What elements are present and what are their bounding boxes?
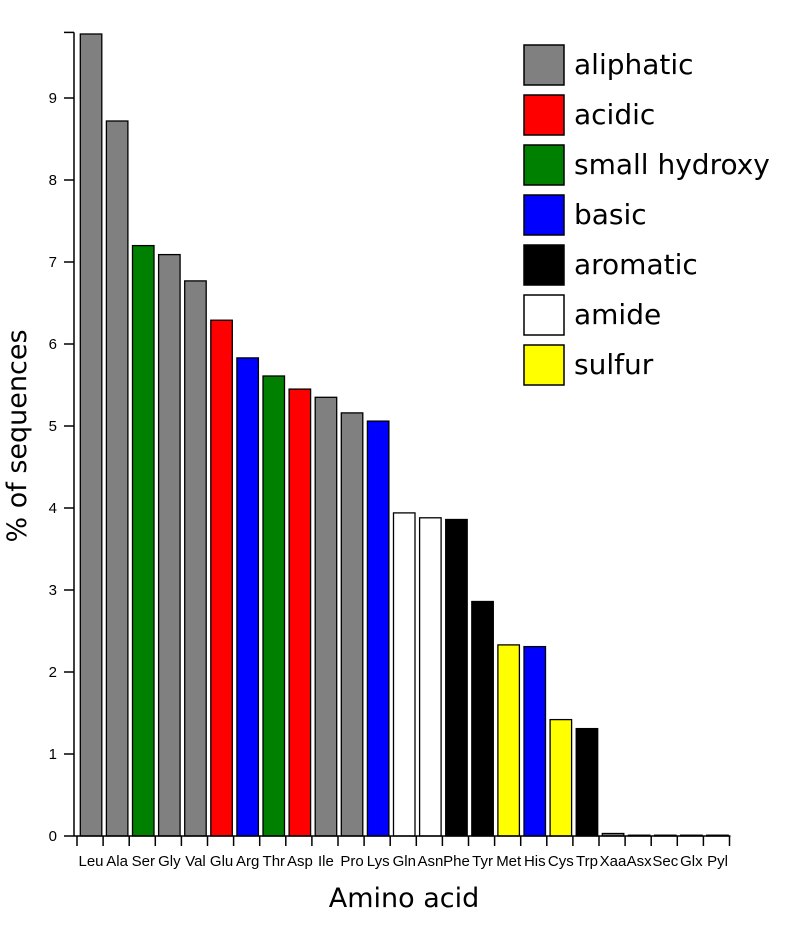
y-axis-title: % of sequences <box>2 329 33 542</box>
bar-cys <box>549 718 573 837</box>
y-axis: 0 1 2 3 4 5 6 7 8 9 <box>49 31 75 845</box>
bar-thr <box>262 375 286 837</box>
y-tick-label-3: 3 <box>49 582 57 599</box>
legend-label-aliphatic: aliphatic <box>574 48 694 81</box>
legend-label-acidic: acidic <box>574 98 655 131</box>
bar-gly <box>157 253 181 837</box>
bar-met <box>497 644 521 837</box>
x-tick-label-pro: Pro <box>340 853 363 870</box>
y-tick-label-7: 7 <box>49 254 57 271</box>
x-tick-label-ala: Ala <box>106 853 128 870</box>
x-tick-label-val: Val <box>185 853 206 870</box>
x-tick-label-ile: Ile <box>318 853 334 870</box>
legend-label-small-hydroxy: small hydroxy <box>574 148 770 181</box>
bar-asn <box>418 517 442 837</box>
bar-lys <box>366 420 390 837</box>
bar-ser <box>131 244 155 837</box>
x-tick-label-gly: Gly <box>158 853 181 870</box>
legend-label-sulfur: sulfur <box>574 348 654 381</box>
legend: aliphatic acidic small hydroxy basic aromati… <box>523 44 770 386</box>
x-tick-label-thr: Thr <box>263 853 286 870</box>
bar-trp <box>575 727 599 837</box>
bar-val <box>184 280 207 837</box>
x-tick-label-his: His <box>524 853 546 870</box>
x-tick-label-asp: Asp <box>287 853 313 870</box>
x-tick-label-phe: Phe <box>443 853 470 870</box>
x-tick-label-sec: Sec <box>652 853 678 870</box>
y-tick-label-8: 8 <box>49 172 57 189</box>
y-tick-label-2: 2 <box>49 664 57 681</box>
x-tick-label-tyr: Tyr <box>472 853 493 870</box>
bar-ala <box>105 120 129 837</box>
y-tick-label-1: 1 <box>49 746 57 763</box>
legend-swatch-small-hydroxy <box>523 144 565 186</box>
bar-leu <box>79 33 103 837</box>
legend-swatch-basic <box>523 194 565 236</box>
x-tick-label-xaa: Xaa <box>600 853 627 870</box>
y-tick-label-0: 0 <box>49 828 57 845</box>
x-tick-label-glx: Glx <box>680 853 703 870</box>
bar-tyr <box>471 600 494 837</box>
legend-label-basic: basic <box>574 198 647 231</box>
y-tick-label-4: 4 <box>49 500 57 517</box>
x-tick-label-cys: Cys <box>548 853 574 870</box>
x-tick-label-gln: Gln <box>393 853 416 870</box>
x-axis-title: Amino acid <box>329 883 480 914</box>
x-tick-label-trp: Trp <box>576 853 598 870</box>
x-axis: Leu Ala Ser Gly Val Glu Arg Thr Asp Ile Pro Lys Gln A… <box>74 835 731 870</box>
bar-glu <box>210 319 233 837</box>
legend-label-aromatic: aromatic <box>574 248 698 281</box>
y-tick-label-9: 9 <box>49 90 57 107</box>
bar-ile <box>314 396 338 837</box>
bar-pro <box>340 412 364 837</box>
x-tick-label-ser: Ser <box>132 853 155 870</box>
bar-his <box>523 645 547 837</box>
x-tick-label-asn: Asn <box>417 853 443 870</box>
bars-group <box>79 33 729 837</box>
bar-asp <box>288 388 312 837</box>
x-tick-label-glu: Glu <box>210 853 233 870</box>
bar-arg <box>236 357 260 837</box>
legend-swatch-acidic <box>523 94 565 136</box>
legend-swatch-aromatic <box>523 244 565 286</box>
legend-swatch-amide <box>523 294 565 336</box>
bar-gln <box>392 512 416 837</box>
y-tick-label-6: 6 <box>49 336 57 353</box>
x-tick-label-met: Met <box>496 853 522 870</box>
legend-label-amide: amide <box>574 298 661 331</box>
bar-phe <box>445 518 468 837</box>
x-tick-label-leu: Leu <box>78 853 103 870</box>
x-tick-label-asx: Asx <box>627 853 653 870</box>
legend-swatch-aliphatic <box>523 44 565 86</box>
x-tick-label-pyl: Pyl <box>707 853 728 870</box>
x-tick-label-arg: Arg <box>236 853 259 870</box>
x-tick-label-lys: Lys <box>367 853 390 870</box>
y-tick-label-5: 5 <box>49 418 57 435</box>
legend-swatch-sulfur <box>523 344 565 386</box>
